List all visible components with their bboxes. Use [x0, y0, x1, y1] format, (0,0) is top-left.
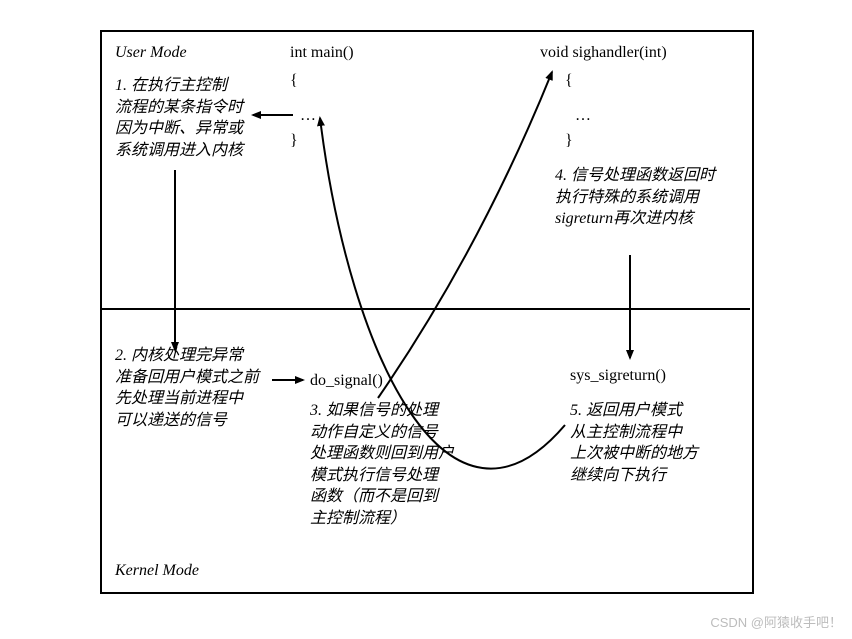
- user-mode-label: User Mode: [115, 42, 187, 64]
- handler-body: …: [575, 105, 591, 127]
- step-2-text: 2. 内核处理完异常 准备回用户模式之前 先处理当前进程中 可以递送的信号: [115, 345, 259, 431]
- step-3-text: 3. 如果信号的处理 动作自定义的信号 处理函数则回到用户 模式执行信号处理 函…: [310, 400, 454, 530]
- mode-divider: [100, 308, 750, 310]
- watermark-text: CSDN @阿猿收手吧！: [710, 612, 842, 631]
- main-close-brace: }: [290, 130, 298, 152]
- sys-sigreturn-label: sys_sigreturn(): [570, 365, 666, 387]
- step-4-text: 4. 信号处理函数返回时 执行特殊的系统调用 sigreturn再次进内核: [555, 165, 715, 230]
- handler-open-brace: {: [565, 70, 573, 92]
- handler-close-brace: }: [565, 130, 573, 152]
- step-5-text: 5. 返回用户模式 从主控制流程中 上次被中断的地方 继续向下执行: [570, 400, 698, 486]
- main-body: …: [300, 105, 316, 127]
- do-signal-label: do_signal(): [310, 370, 383, 392]
- main-open-brace: {: [290, 70, 298, 92]
- kernel-mode-label: Kernel Mode: [115, 560, 199, 582]
- step-1-text: 1. 在执行主控制 流程的某条指令时 因为中断、异常或 系统调用进入内核: [115, 75, 243, 161]
- main-signature: int main(): [290, 42, 354, 64]
- handler-signature: void sighandler(int): [540, 42, 667, 64]
- diagram-canvas: User Mode Kernel Mode int main() { … } v…: [0, 0, 852, 639]
